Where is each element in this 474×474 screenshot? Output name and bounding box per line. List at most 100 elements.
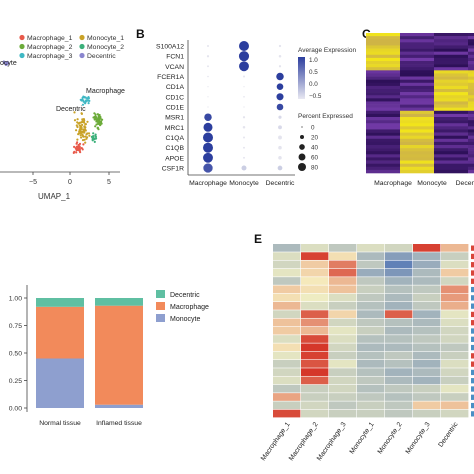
heatmap-c-cell (468, 135, 474, 140)
heatmap-c-cell (434, 129, 468, 133)
heatmap-c-cell (434, 98, 468, 102)
dotplot-panel: B S100A12 FCN1 VCAN FCER1A CD1A CD1C CD1E MSR1 M… (136, 27, 356, 187)
heatmap-e-cell (441, 360, 469, 368)
heatmap-e-cell (385, 326, 413, 335)
stacked-bar-segment (36, 298, 84, 307)
dotplot-dot (242, 116, 246, 119)
heatmap-c-cell (468, 39, 474, 43)
heatmap-e-cell (329, 343, 357, 352)
umap-point (92, 132, 95, 135)
heatmap-c-cell (400, 95, 434, 99)
heatmap-e-cell (301, 310, 329, 318)
heatmap-e-cell (413, 277, 441, 285)
heatmap-c-cell (468, 107, 474, 112)
heatmap-e-cell (413, 393, 441, 401)
heatmap-e-cell (301, 401, 329, 410)
heatmap-c-cell (366, 45, 400, 49)
umap-point (98, 114, 101, 117)
heatmap-e-row-label-fragment (471, 402, 474, 409)
dotplot-dot (238, 51, 250, 62)
umap-point (83, 128, 87, 131)
heatmap-e-cell (385, 302, 413, 310)
heatmap-e-cell (273, 376, 301, 385)
heatmap-c-cell (400, 126, 434, 130)
heatmap-c-cell (400, 107, 434, 112)
heatmap-e-row-labels-clipped (471, 245, 474, 417)
heatmap-c-cell (366, 76, 400, 80)
heatmap-c-cell (468, 36, 474, 40)
heatmap-c-cell (400, 48, 434, 52)
heatmap-c-cell (468, 120, 474, 124)
heatmap-c-cell (468, 141, 474, 146)
heatmap-c-cell (400, 36, 434, 40)
heatmap-c-cell (366, 33, 400, 37)
heatmap-c-cell (400, 141, 434, 146)
heatmap-e-cell (441, 401, 469, 410)
heatmap-e-cell (441, 293, 469, 302)
heatmap-c-cell (434, 117, 468, 121)
umap-point (86, 97, 89, 100)
heatmap-e-cell (413, 368, 441, 376)
heatmap-e-cell (301, 293, 329, 302)
dotplot-group-labels: Macrophage Monocyte Decentric (189, 180, 295, 187)
heatmap-c-cell (400, 82, 434, 87)
dotplot-dot (204, 113, 212, 121)
heatmap-c-cell (434, 92, 468, 96)
heatmap-e-row-label-fragment (471, 286, 474, 293)
heatmap-c-cell (366, 82, 400, 87)
heatmap-e-cell (301, 384, 329, 393)
heatmap-e-cell (273, 368, 301, 376)
heatmap-c-cell (434, 48, 468, 52)
heatmap-c-cell (400, 85, 434, 90)
umap-point (79, 121, 82, 124)
umap-point (78, 130, 81, 133)
avg-expression-colorbar (298, 57, 305, 99)
heatmap-e-cell (357, 351, 385, 360)
stacked-bar-segment (95, 298, 143, 306)
heatmap-c-cell (468, 101, 474, 105)
umap-legend: Macrophage_1 Monocyte_1 Macrophage_2 Monocy… (19, 34, 124, 60)
heatmap-e-row-label-fragment (471, 270, 474, 276)
umap-point (95, 123, 98, 126)
heatmap-c-column-labels: Macrophage Monocyte Decentric (374, 180, 474, 187)
dotplot-dot (243, 75, 245, 78)
stacked-bars (36, 298, 143, 408)
heatmap-e-cell (329, 310, 357, 318)
dotplot-dot (207, 96, 209, 98)
dotplot-dot (207, 106, 209, 108)
heatmap-e-cell (413, 409, 441, 418)
stacked-bar-segment (36, 306, 84, 359)
heatmap-e-cell (357, 268, 385, 277)
dotplot-dot (278, 125, 282, 130)
bar-x-label: Inflamed tissue (96, 420, 142, 427)
heatmap-c-cell (468, 33, 474, 37)
heatmap-e-cell (329, 244, 357, 252)
umap-point (86, 99, 89, 102)
heatmap-c-cell (366, 113, 400, 118)
heatmap-c-cell (434, 126, 468, 130)
heatmap-c-cell (434, 61, 468, 65)
umap-legend-label: Macrophage_2 (27, 44, 73, 51)
heatmap-e-cell (357, 318, 385, 327)
heatmap-c-cell (434, 42, 468, 46)
heatmap-e-cell (385, 393, 413, 401)
heatmap-c-cell (468, 151, 474, 155)
umap-point (83, 138, 86, 141)
umap-point (99, 117, 102, 120)
umap-legend-label: Monocyte_1 (87, 35, 124, 42)
heatmap-e-cell (385, 268, 413, 277)
heatmap-c-cell (468, 154, 474, 158)
umap-point (80, 112, 83, 115)
heatmap-e-cell (357, 285, 385, 294)
heatmap-e-cell (273, 393, 301, 401)
heatmap-c-cell (434, 57, 468, 62)
avg-expression-legend-title: Average Expression (298, 47, 356, 54)
heatmap-c-cell (400, 101, 434, 105)
umap-annotation-decentric: Decentric (56, 106, 86, 113)
dotplot-group-label: Macrophage (189, 180, 227, 187)
heatmap-c-cell (400, 33, 434, 37)
umap-x-tick-label: 5 (107, 179, 111, 186)
heatmap-e-cell (273, 268, 301, 277)
heatmap-c-cell (468, 160, 474, 164)
dotplot-dot (243, 156, 245, 159)
